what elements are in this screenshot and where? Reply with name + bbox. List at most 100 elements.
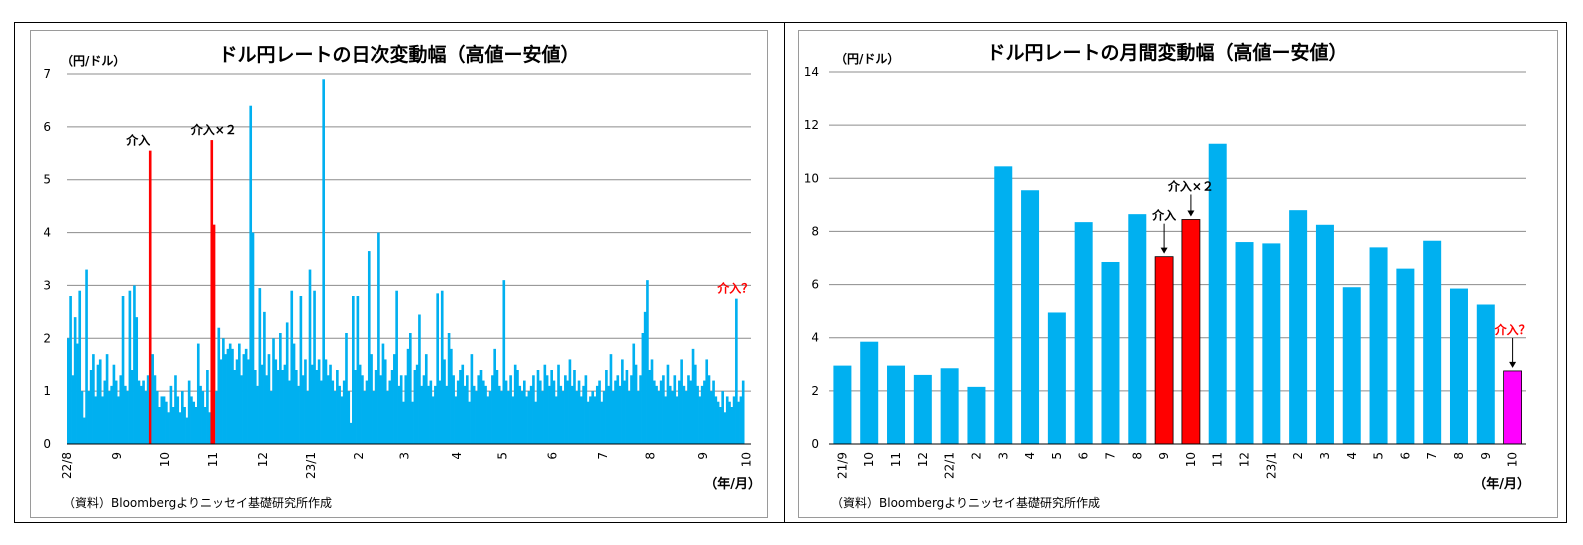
daily-bar xyxy=(215,391,218,444)
daily-bar xyxy=(67,338,70,444)
daily-bar xyxy=(224,354,227,444)
daily-bar xyxy=(689,380,693,444)
y-tick-label: 6 xyxy=(43,120,51,134)
y-tick-label: 8 xyxy=(811,224,819,238)
daily-bar xyxy=(470,354,474,444)
daily-bar xyxy=(639,375,642,444)
x-tick-label: 3 xyxy=(996,452,1010,460)
x-tick-label: 9 xyxy=(110,452,124,460)
monthly-bar xyxy=(1369,247,1388,444)
daily-bar xyxy=(735,298,738,444)
daily-bar xyxy=(548,385,551,444)
x-tick-label: 2 xyxy=(352,452,366,460)
x-tick-label: 6 xyxy=(546,452,560,460)
y-tick-label: 0 xyxy=(43,437,51,451)
daily-bar xyxy=(493,348,496,444)
daily-bar xyxy=(422,375,426,444)
x-tick-label: 10 xyxy=(158,452,172,467)
daily-bar xyxy=(110,385,113,444)
daily-bar xyxy=(507,391,510,444)
daily-bar xyxy=(703,380,706,444)
x-tick-label: 8 xyxy=(1452,452,1466,460)
daily-bar xyxy=(680,359,683,444)
daily-bar xyxy=(691,348,695,444)
daily-bar xyxy=(367,251,371,444)
daily-bar xyxy=(427,385,430,444)
daily-bar xyxy=(322,79,325,444)
daily-bar xyxy=(618,385,622,444)
daily-bar xyxy=(89,370,93,444)
daily-bar xyxy=(586,401,590,444)
daily-bar xyxy=(504,380,508,444)
daily-bar xyxy=(363,391,367,444)
chart-title: ドル円レートの月間変動幅（高値ー安値） xyxy=(986,41,1347,64)
x-axis-label: （年/月） xyxy=(1473,476,1530,492)
x-tick-label: 12 xyxy=(1238,452,1252,467)
daily-bar xyxy=(71,375,75,444)
x-tick-label: 10 xyxy=(1506,452,1520,467)
x-tick-label: 10 xyxy=(739,452,753,467)
daily-bar xyxy=(488,391,492,444)
daily-bar xyxy=(675,396,679,444)
y-tick-label: 4 xyxy=(43,226,51,240)
daily-bar xyxy=(415,364,419,444)
daily-bar xyxy=(92,354,95,444)
daily-bar xyxy=(352,296,355,444)
monthly-bar xyxy=(1449,288,1468,444)
y-axis-label: （円/ドル） xyxy=(61,53,125,68)
monthly-bar xyxy=(1235,242,1254,444)
daily-bar xyxy=(73,317,77,444)
daily-bar xyxy=(242,354,246,444)
daily-bar xyxy=(374,370,378,444)
monthly-bar xyxy=(1315,224,1334,444)
daily-bar xyxy=(103,380,107,444)
daily-bar xyxy=(194,407,198,444)
daily-bar xyxy=(253,370,257,444)
monthly-bar xyxy=(994,166,1013,444)
source-note: （資料）Bloombergよりニッセイ基礎研究所作成 xyxy=(63,495,332,510)
daily-bar xyxy=(406,348,410,444)
daily-bar xyxy=(169,385,173,444)
daily-bar xyxy=(709,391,713,444)
monthly-bar xyxy=(833,365,852,444)
daily-bar xyxy=(358,364,362,444)
daily-bar xyxy=(190,396,193,444)
x-tick-label: 10 xyxy=(862,452,876,467)
daily-bar xyxy=(124,385,127,444)
daily-bar xyxy=(167,412,170,444)
daily-bar xyxy=(536,370,540,444)
y-tick-label: 12 xyxy=(804,118,819,132)
daily-bar xyxy=(532,375,535,444)
daily-bar xyxy=(310,364,314,444)
daily-bar xyxy=(196,343,200,444)
daily-bar xyxy=(94,396,97,444)
daily-bar xyxy=(333,391,337,444)
daily-bar xyxy=(468,401,471,444)
daily-bar xyxy=(349,422,353,444)
x-tick-label: 5 xyxy=(495,452,509,460)
daily-bar xyxy=(345,333,348,444)
daily-bar xyxy=(285,322,289,444)
daily-bar xyxy=(297,385,300,444)
daily-bar xyxy=(76,343,79,444)
daily-bar xyxy=(534,401,538,444)
daily-bar xyxy=(267,354,271,444)
daily-bar xyxy=(101,396,104,444)
daily-bar xyxy=(666,364,670,444)
daily-bar xyxy=(611,391,615,444)
daily-bar xyxy=(306,391,310,444)
daily-bar xyxy=(589,396,592,444)
daily-bar xyxy=(301,375,305,444)
daily-bar xyxy=(730,407,734,444)
daily-bar xyxy=(279,333,282,444)
daily-bar xyxy=(564,375,567,444)
daily-bar xyxy=(135,317,139,444)
daily-range-chart-panel: ドル円レートの日次変動幅（高値ー安値） （円/ドル） （年/月） （資料）Blo… xyxy=(30,30,768,518)
daily-bar xyxy=(377,232,380,444)
daily-bar xyxy=(231,348,234,444)
daily-bar xyxy=(684,391,688,444)
daily-bar xyxy=(475,391,478,444)
daily-bar xyxy=(263,311,266,444)
daily-bar xyxy=(187,380,191,444)
daily-bar xyxy=(331,380,335,444)
